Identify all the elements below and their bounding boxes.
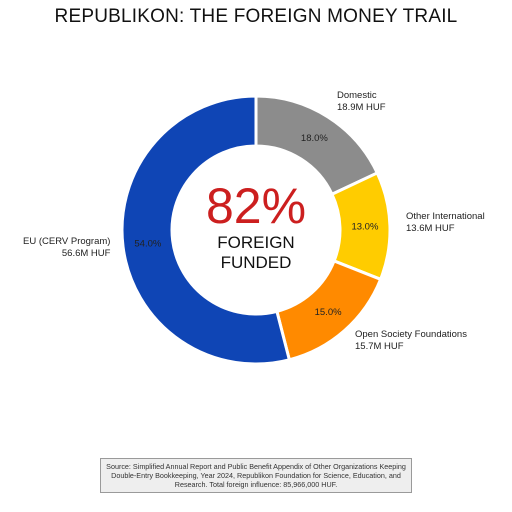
slice-label-other-international: Other International 13.6M HUF <box>406 211 485 234</box>
slice-percent-label-0: 18.0% <box>301 133 328 144</box>
slice-percent-label-3: 54.0% <box>134 239 161 250</box>
center-label-line2: FUNDED <box>220 253 292 272</box>
center-percentage: 82% <box>205 178 307 234</box>
slice-percent-label-2: 15.0% <box>315 307 342 318</box>
center-label-line1: FOREIGN <box>217 233 295 252</box>
slice-amount: 56.6M HUF <box>61 247 111 259</box>
slice-percent-label-1: 13.0% <box>351 222 378 233</box>
slice-label-eu-cerv: EU (CERV Program) 56.6M HUF <box>23 236 110 259</box>
slice-amount: 15.7M HUF <box>355 340 404 352</box>
slice-label-domestic: Domestic 18.9M HUF <box>337 90 386 113</box>
slice-name: Open Society Foundations <box>355 329 467 340</box>
source-note: Source: Simplified Annual Report and Pub… <box>100 458 412 493</box>
donut-slice-3 <box>120 94 292 366</box>
slice-amount: 13.6M HUF <box>406 222 455 234</box>
slice-label-open-society: Open Society Foundations 15.7M HUF <box>355 329 467 352</box>
slice-amount: 18.9M HUF <box>337 101 386 113</box>
slice-name: Domestic <box>337 90 377 101</box>
slice-name: Other International <box>406 211 485 222</box>
slice-name: EU (CERV Program) <box>23 236 111 247</box>
chart-title: REPUBLIKON: THE FOREIGN MONEY TRAIL <box>54 6 458 27</box>
